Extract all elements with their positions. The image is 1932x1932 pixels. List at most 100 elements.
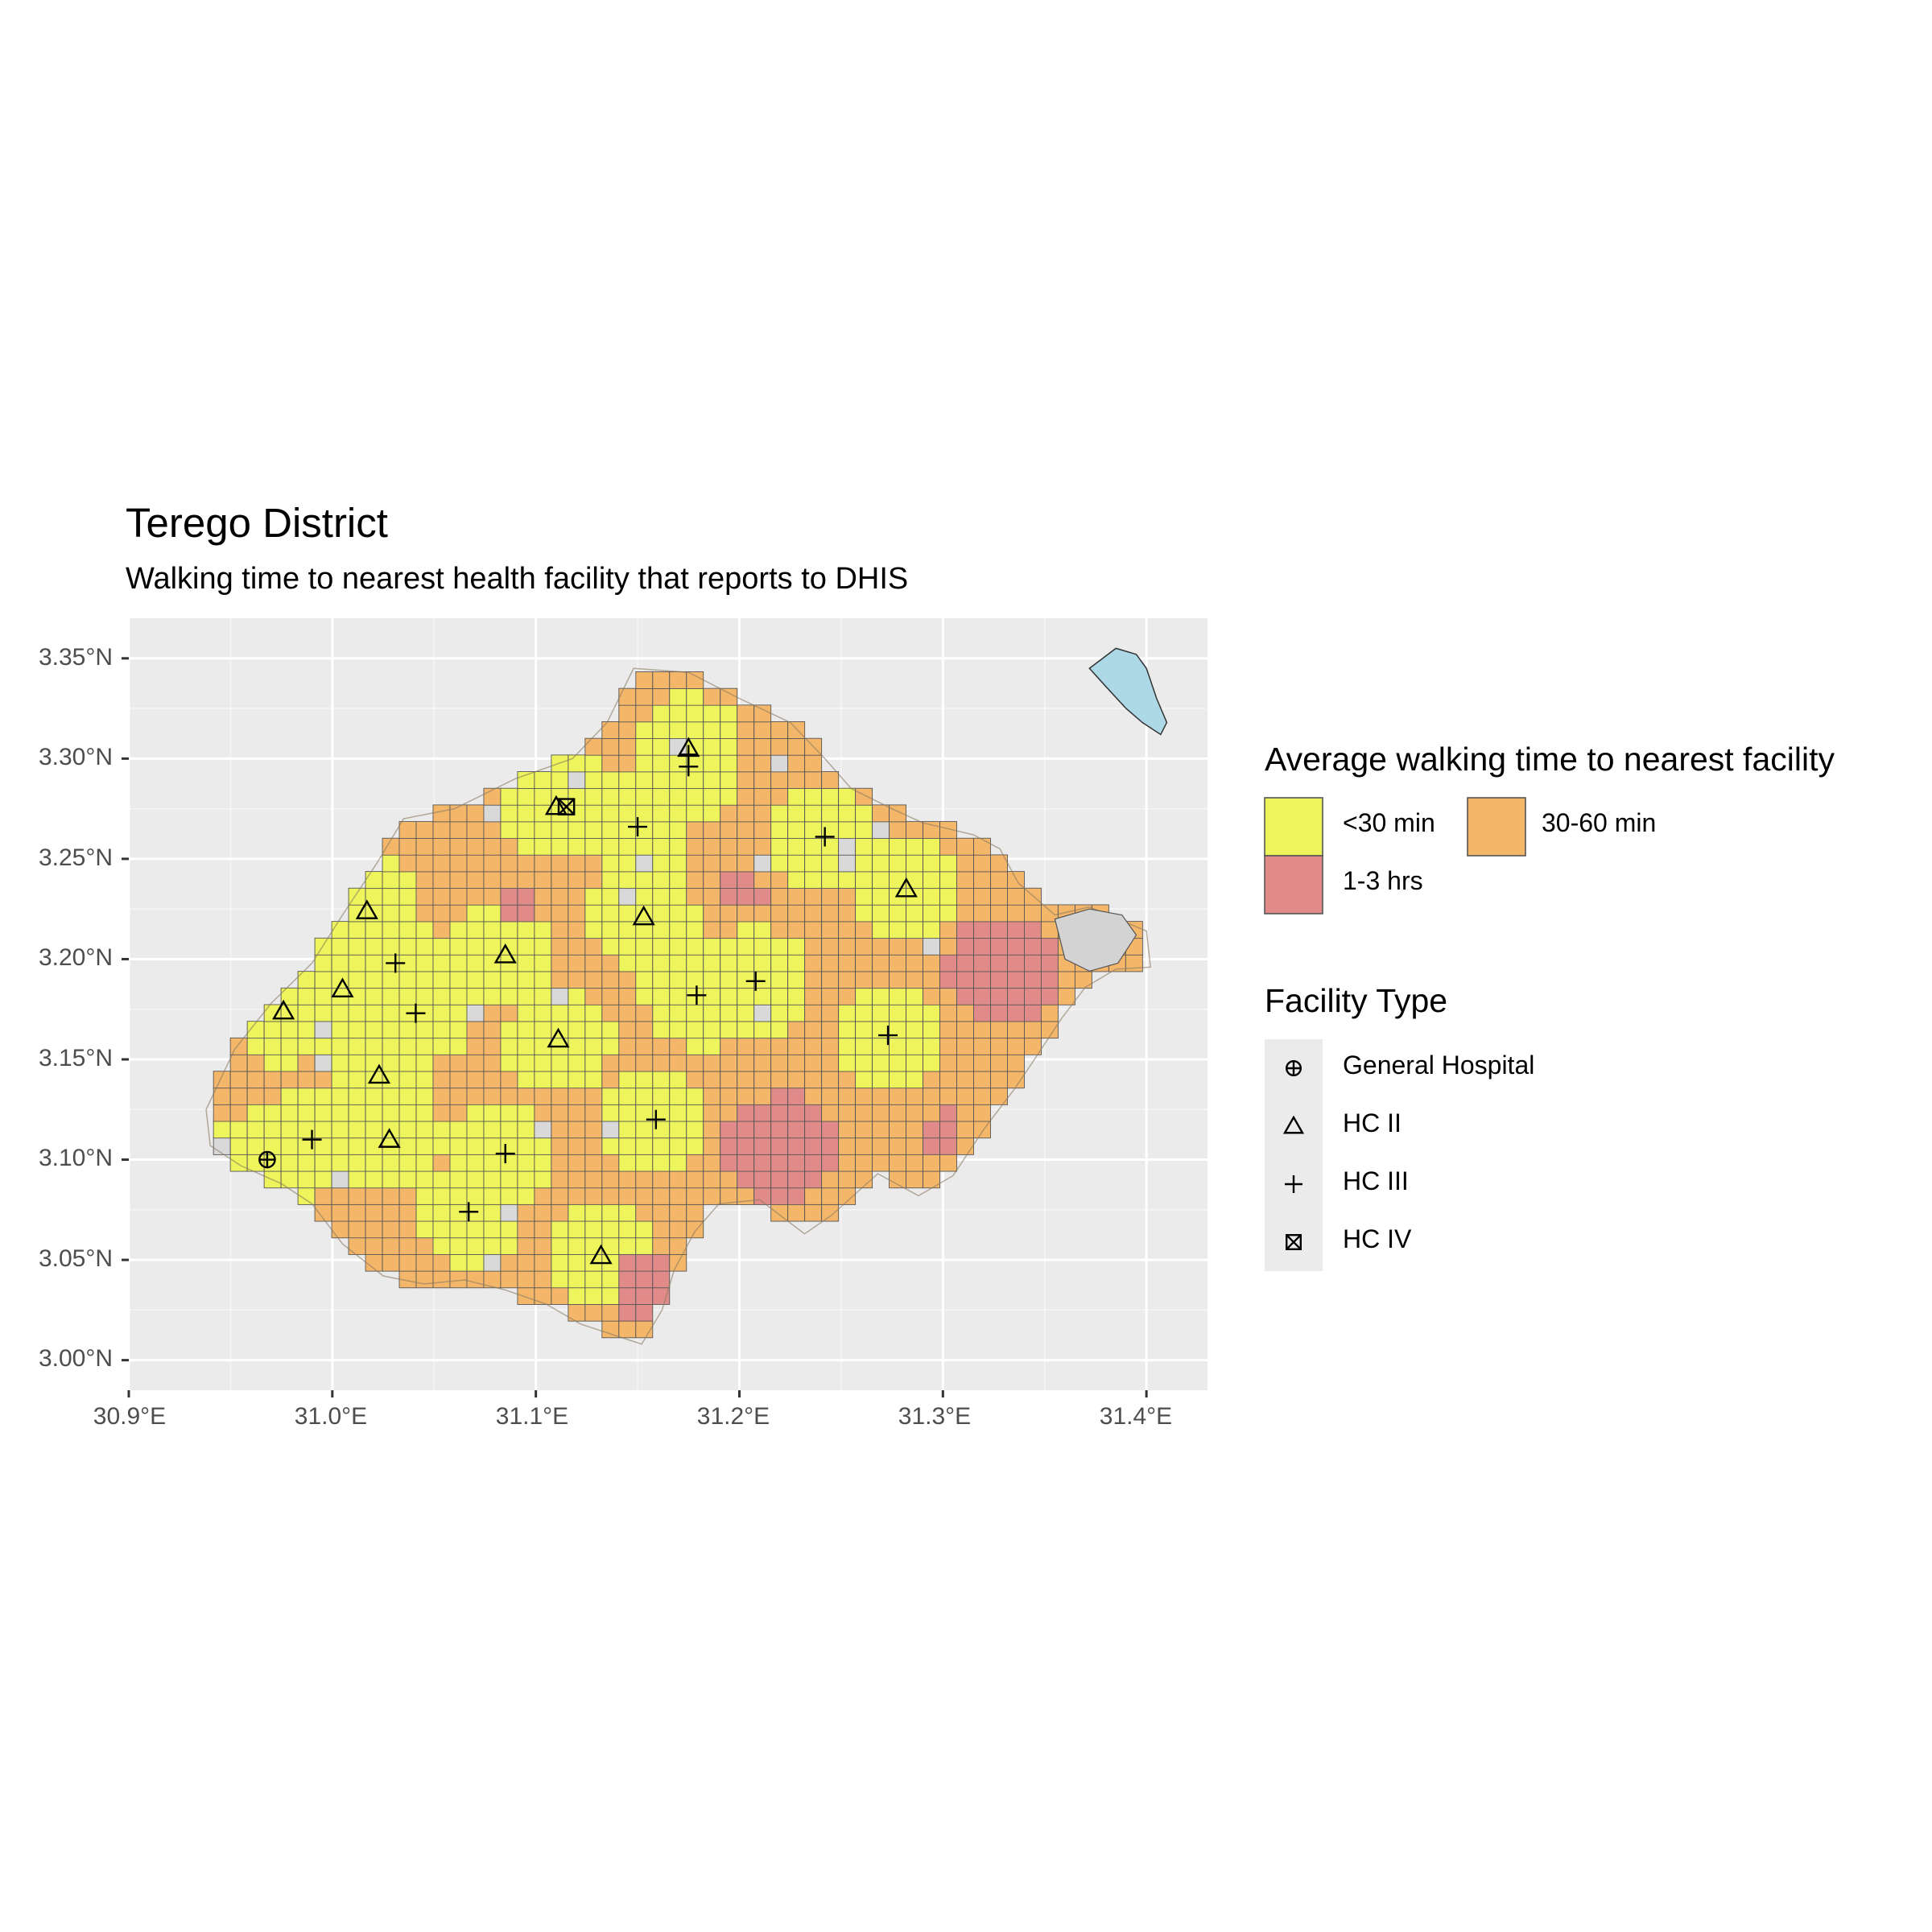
grid-cell <box>382 1087 400 1105</box>
grid-cell <box>872 887 890 906</box>
grid-cell <box>1040 1004 1059 1022</box>
grid-cell <box>449 804 468 823</box>
grid-cell <box>787 971 806 989</box>
grid-cell <box>415 887 434 906</box>
grid-cell <box>432 1170 451 1189</box>
grid-cell <box>584 987 603 1005</box>
grid-cell <box>601 854 620 873</box>
grid-cell <box>855 904 873 923</box>
grid-cell <box>213 1121 231 1139</box>
grid-cell <box>466 854 485 873</box>
grid-cell <box>449 954 468 972</box>
grid-cell <box>415 1220 434 1239</box>
grid-cell <box>838 804 857 823</box>
grid-cell <box>923 821 940 840</box>
grid-cell <box>973 1087 991 1105</box>
grid-cell <box>449 937 468 956</box>
grid-cell <box>365 1121 383 1139</box>
grid-cell <box>770 871 789 890</box>
grid-cell <box>534 821 552 840</box>
grid-cell <box>618 1253 637 1272</box>
grid-cell <box>365 1236 383 1255</box>
grid-cell <box>466 954 485 972</box>
grid-cell <box>804 937 823 956</box>
grid-cell <box>1024 987 1042 1005</box>
grid-cell <box>432 987 451 1005</box>
grid-cell <box>551 1287 569 1305</box>
grid-cell <box>213 1087 231 1105</box>
grid-cell <box>635 1037 654 1055</box>
grid-cell <box>990 987 1008 1005</box>
grid-cell <box>770 754 789 773</box>
grid-cell <box>923 954 940 972</box>
grid-cell <box>213 1137 231 1155</box>
grid-cell <box>584 921 603 939</box>
grid-cell <box>737 1071 755 1089</box>
grid-cell <box>1007 887 1025 906</box>
grid-cell <box>889 1037 907 1055</box>
grid-cell <box>483 1203 502 1222</box>
grid-cell <box>618 904 637 923</box>
grid-cell <box>297 1071 316 1089</box>
grid-cell <box>753 704 772 723</box>
grid-cell <box>686 987 704 1005</box>
grid-cell <box>331 954 349 972</box>
grid-cell <box>449 1021 468 1039</box>
grid-cell <box>365 1004 383 1022</box>
grid-cell <box>889 1137 907 1155</box>
grid-cell <box>720 1154 738 1172</box>
grid-cell <box>1007 1004 1025 1022</box>
grid-cell <box>956 1054 974 1072</box>
grid-cell <box>669 1187 687 1205</box>
grid-cell <box>906 1154 923 1172</box>
grid-cell <box>500 1054 518 1072</box>
grid-cell <box>584 1154 603 1172</box>
grid-cell <box>466 1137 485 1155</box>
grid-cell <box>838 1170 857 1189</box>
grid-cell <box>787 1004 806 1022</box>
hc2-marker <box>544 795 568 815</box>
grid-cell <box>686 704 704 723</box>
grid-cell <box>348 1154 366 1172</box>
grid-cell <box>398 921 417 939</box>
grid-cell <box>686 887 704 906</box>
grid-cell <box>584 787 603 806</box>
grid-cell <box>432 1203 451 1222</box>
grid-cell <box>855 837 873 856</box>
grid-cell <box>517 1137 535 1155</box>
grid-cell <box>534 937 552 956</box>
grid-cell <box>568 821 586 840</box>
grid-cell <box>568 954 586 972</box>
grid-cell <box>348 1104 366 1122</box>
grid-cell <box>534 1220 552 1239</box>
grid-cell <box>939 1121 957 1139</box>
grid-cell <box>956 1104 974 1122</box>
grid-cell <box>737 771 755 789</box>
grid-cell <box>753 1087 772 1105</box>
grid-cell <box>906 1054 923 1072</box>
grid-cell <box>720 1021 738 1039</box>
grid-cell <box>517 837 535 856</box>
grid-cell <box>584 1137 603 1155</box>
grid-cell <box>787 754 806 773</box>
grid-cell <box>872 1121 890 1139</box>
grid-cell <box>618 1220 637 1239</box>
grid-cell <box>618 687 637 706</box>
grid-cell <box>618 954 637 972</box>
grid-cell <box>551 987 569 1005</box>
grid-cell <box>686 1154 704 1172</box>
grid-cell <box>990 1004 1008 1022</box>
grid-cell <box>382 904 400 923</box>
grid-cell <box>382 854 400 873</box>
grid-cell <box>956 954 974 972</box>
grid-cell <box>213 1071 231 1089</box>
grid-cell <box>500 1154 518 1172</box>
neighbour-area <box>1054 908 1137 972</box>
grid-cell <box>534 871 552 890</box>
district-outline <box>205 667 1152 1345</box>
grid-cell <box>703 1037 721 1055</box>
grid-cell <box>415 1071 434 1089</box>
grid-cell <box>415 1104 434 1122</box>
grid-cell <box>703 871 721 890</box>
